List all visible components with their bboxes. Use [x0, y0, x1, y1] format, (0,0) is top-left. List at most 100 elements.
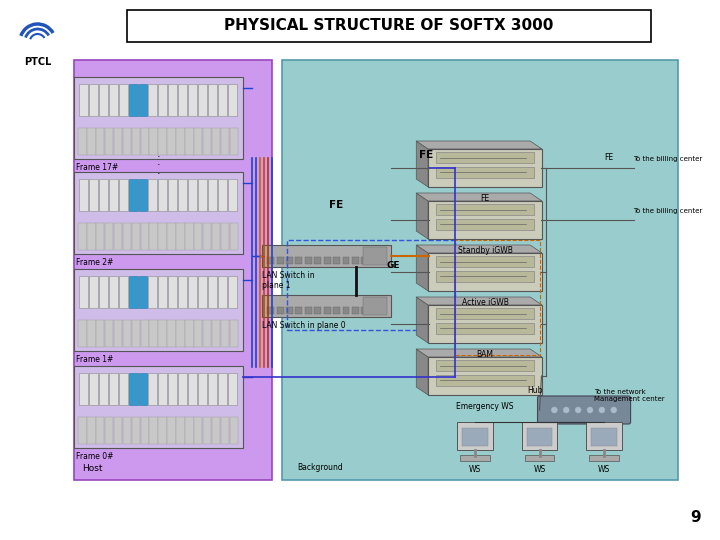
FancyBboxPatch shape: [148, 275, 158, 308]
Text: Background: Background: [297, 463, 343, 472]
Text: To the billing center: To the billing center: [634, 156, 703, 162]
Text: Frame 0#: Frame 0#: [76, 452, 114, 461]
Text: To the network
Management center: To the network Management center: [594, 389, 665, 402]
Circle shape: [563, 407, 570, 413]
FancyBboxPatch shape: [132, 223, 140, 250]
Text: LAN Switch in plane 0: LAN Switch in plane 0: [262, 321, 346, 330]
FancyBboxPatch shape: [119, 179, 127, 211]
FancyBboxPatch shape: [267, 307, 274, 314]
FancyBboxPatch shape: [129, 84, 138, 116]
FancyBboxPatch shape: [436, 375, 534, 386]
FancyBboxPatch shape: [178, 179, 187, 211]
Text: WS: WS: [469, 465, 481, 474]
FancyBboxPatch shape: [208, 373, 217, 406]
FancyBboxPatch shape: [436, 205, 534, 215]
FancyBboxPatch shape: [436, 323, 534, 334]
FancyBboxPatch shape: [78, 320, 86, 347]
Polygon shape: [416, 349, 428, 395]
Text: BAM: BAM: [477, 350, 494, 359]
FancyBboxPatch shape: [428, 357, 542, 395]
FancyBboxPatch shape: [185, 417, 194, 444]
Polygon shape: [416, 297, 428, 343]
FancyBboxPatch shape: [208, 84, 217, 116]
FancyBboxPatch shape: [324, 307, 330, 314]
FancyBboxPatch shape: [99, 179, 108, 211]
FancyBboxPatch shape: [185, 320, 194, 347]
FancyBboxPatch shape: [428, 149, 542, 187]
FancyBboxPatch shape: [315, 307, 321, 314]
FancyBboxPatch shape: [230, 223, 238, 250]
Text: WS: WS: [598, 465, 610, 474]
FancyBboxPatch shape: [262, 245, 391, 267]
Text: FE: FE: [330, 200, 343, 210]
FancyBboxPatch shape: [167, 128, 176, 155]
FancyBboxPatch shape: [158, 128, 167, 155]
FancyBboxPatch shape: [109, 84, 118, 116]
FancyBboxPatch shape: [74, 172, 243, 254]
Circle shape: [599, 407, 605, 413]
FancyBboxPatch shape: [185, 223, 194, 250]
FancyBboxPatch shape: [203, 223, 212, 250]
Polygon shape: [416, 245, 428, 291]
FancyBboxPatch shape: [140, 320, 149, 347]
FancyBboxPatch shape: [333, 257, 340, 264]
FancyBboxPatch shape: [436, 271, 534, 281]
FancyBboxPatch shape: [198, 179, 207, 211]
FancyBboxPatch shape: [230, 128, 238, 155]
Text: Frame 17#: Frame 17#: [76, 163, 119, 172]
FancyBboxPatch shape: [122, 417, 131, 444]
FancyBboxPatch shape: [221, 128, 229, 155]
FancyBboxPatch shape: [119, 84, 127, 116]
Text: FE: FE: [604, 153, 613, 162]
FancyBboxPatch shape: [428, 305, 542, 343]
FancyBboxPatch shape: [74, 366, 243, 448]
FancyBboxPatch shape: [79, 84, 88, 116]
FancyBboxPatch shape: [228, 84, 237, 116]
FancyBboxPatch shape: [105, 417, 113, 444]
FancyBboxPatch shape: [105, 320, 113, 347]
FancyBboxPatch shape: [176, 320, 184, 347]
FancyBboxPatch shape: [352, 257, 359, 264]
Text: Hub: Hub: [527, 386, 542, 395]
FancyBboxPatch shape: [74, 60, 272, 480]
FancyBboxPatch shape: [78, 128, 86, 155]
FancyBboxPatch shape: [114, 417, 122, 444]
Polygon shape: [416, 141, 428, 187]
FancyBboxPatch shape: [194, 128, 202, 155]
FancyBboxPatch shape: [428, 253, 542, 291]
FancyBboxPatch shape: [586, 422, 621, 450]
Text: 9: 9: [690, 510, 701, 525]
FancyBboxPatch shape: [138, 84, 148, 116]
FancyBboxPatch shape: [436, 152, 534, 163]
Text: PTCL: PTCL: [24, 57, 51, 67]
FancyBboxPatch shape: [138, 275, 148, 308]
FancyBboxPatch shape: [109, 179, 118, 211]
FancyBboxPatch shape: [158, 373, 167, 406]
FancyBboxPatch shape: [315, 257, 321, 264]
FancyBboxPatch shape: [168, 84, 177, 116]
Text: Host: Host: [82, 464, 103, 473]
FancyBboxPatch shape: [176, 417, 184, 444]
FancyBboxPatch shape: [150, 417, 158, 444]
FancyBboxPatch shape: [324, 257, 330, 264]
FancyBboxPatch shape: [158, 223, 167, 250]
Text: FE: FE: [418, 150, 433, 160]
FancyBboxPatch shape: [460, 455, 490, 461]
FancyBboxPatch shape: [208, 179, 217, 211]
FancyBboxPatch shape: [132, 417, 140, 444]
Polygon shape: [416, 193, 428, 239]
FancyBboxPatch shape: [221, 320, 229, 347]
FancyBboxPatch shape: [167, 320, 176, 347]
FancyBboxPatch shape: [436, 167, 534, 178]
Polygon shape: [416, 141, 542, 149]
FancyBboxPatch shape: [343, 307, 349, 314]
FancyBboxPatch shape: [267, 257, 274, 264]
FancyBboxPatch shape: [158, 275, 167, 308]
Text: Frame 2#: Frame 2#: [76, 258, 114, 267]
FancyBboxPatch shape: [132, 128, 140, 155]
FancyBboxPatch shape: [114, 223, 122, 250]
FancyBboxPatch shape: [96, 128, 104, 155]
FancyBboxPatch shape: [364, 297, 387, 315]
FancyBboxPatch shape: [203, 320, 212, 347]
FancyBboxPatch shape: [78, 417, 86, 444]
